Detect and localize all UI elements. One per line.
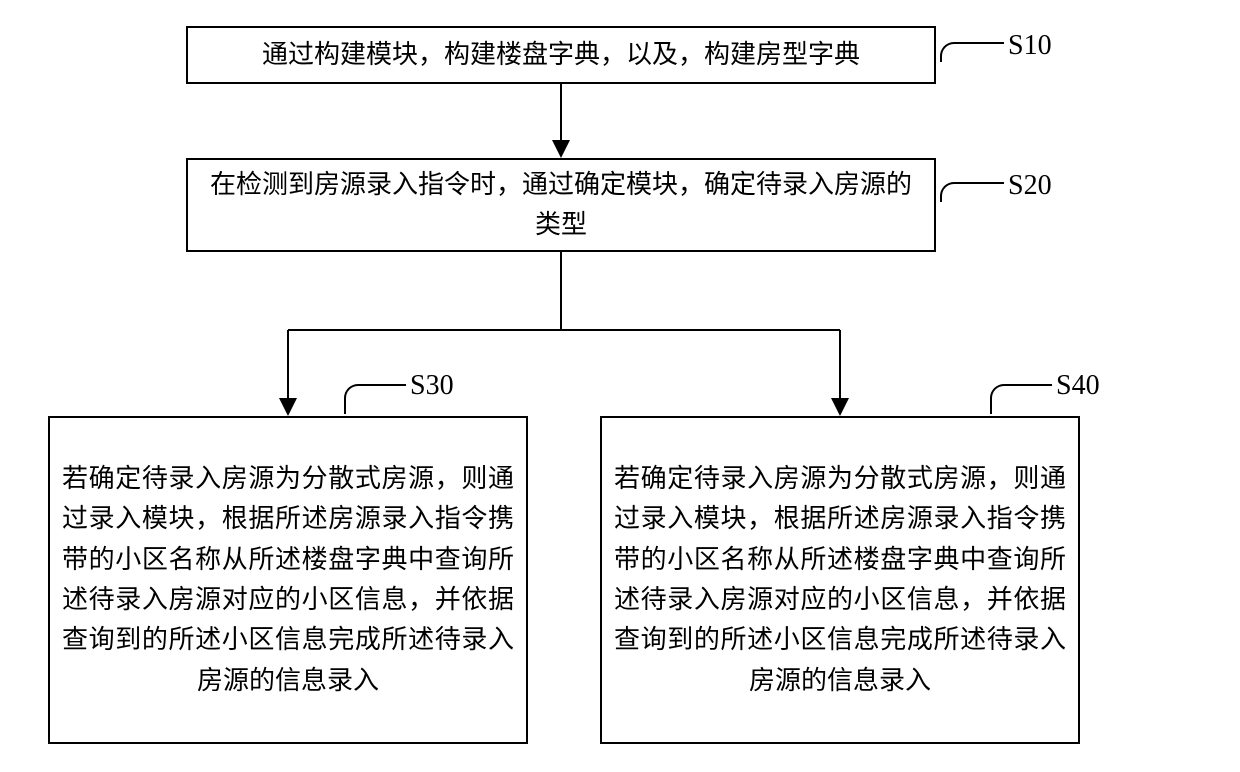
callout-s20 <box>940 182 1004 202</box>
flow-step-s30: 若确定待录入房源为分散式房源，则通过录入模块，根据所述房源录入指令携带的小区名称… <box>48 416 528 744</box>
label-s30: S30 <box>410 370 454 402</box>
label-s10: S10 <box>1008 30 1052 62</box>
flow-step-s20: 在检测到房源录入指令时，通过确定模块，确定待录入房源的类型 <box>186 158 936 252</box>
callout-s40 <box>990 384 1052 414</box>
flow-step-s20-text: 在检测到房源录入指令时，通过确定模块，确定待录入房源的类型 <box>200 165 922 246</box>
flow-step-s10: 通过构建模块，构建楼盘字典，以及，构建房型字典 <box>186 26 936 84</box>
flow-step-s40-text: 若确定待录入房源为分散式房源，则通过录入模块，根据所述房源录入指令携带的小区名称… <box>614 459 1066 701</box>
label-s20: S20 <box>1008 170 1052 202</box>
callout-s10 <box>940 42 1004 62</box>
label-s40: S40 <box>1056 370 1100 402</box>
flow-step-s10-text: 通过构建模块，构建楼盘字典，以及，构建房型字典 <box>262 35 860 75</box>
flow-step-s30-text: 若确定待录入房源为分散式房源，则通过录入模块，根据所述房源录入指令携带的小区名称… <box>62 459 514 701</box>
flow-step-s40: 若确定待录入房源为分散式房源，则通过录入模块，根据所述房源录入指令携带的小区名称… <box>600 416 1080 744</box>
callout-s30 <box>344 384 406 414</box>
